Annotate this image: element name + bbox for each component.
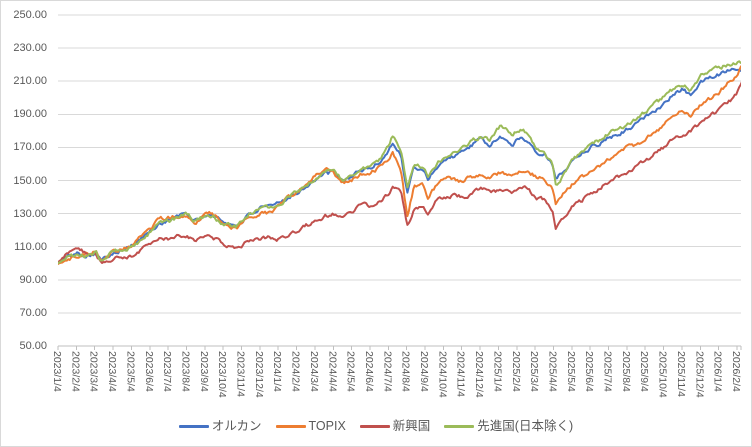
x-tick-label: 2024/4/4: [326, 351, 339, 392]
x-tick-label: 2025/5/4: [564, 351, 577, 392]
y-tick-label: 230.00: [13, 42, 47, 55]
legend-line-swatch: [359, 424, 390, 428]
x-tick-label: 2023/10/4: [216, 351, 229, 398]
x-tick-label: 2023/1/4: [51, 351, 63, 392]
x-tick-label: 2025/8/4: [619, 351, 632, 392]
x-tick-label: 2024/2/4: [289, 351, 302, 392]
x-tick-label: 2023/12/4: [252, 351, 265, 398]
x-tick-label: 2024/7/4: [381, 351, 394, 392]
x-tick-label: 2026/1/4: [711, 351, 724, 392]
x-tick-label: 2025/1/4: [491, 351, 504, 392]
y-tick-label: 190.00: [13, 108, 47, 121]
x-tick-label: 2023/5/4: [124, 351, 137, 392]
x-tick-label: 2025/6/4: [583, 351, 596, 392]
x-tick-label: 2025/3/4: [528, 351, 541, 392]
y-tick-label: 210.00: [13, 75, 47, 88]
y-tick-label: 70.00: [19, 306, 47, 319]
x-tick-label: 2024/3/4: [307, 351, 320, 392]
legend-item-all-country[interactable]: オルカン: [178, 419, 262, 433]
x-tick-label: 2025/9/4: [638, 351, 651, 392]
x-tick-label: 2023/6/4: [142, 351, 155, 392]
legend-item-topix[interactable]: TOPIX: [275, 419, 346, 433]
legend-item-developed[interactable]: 先進国(日本除く): [444, 419, 573, 433]
legend: オルカン TOPIX 新興国 先進国(日本除く): [1, 416, 751, 436]
x-tick-label: 2025/4/4: [546, 351, 559, 392]
legend-label: 新興国: [392, 419, 431, 433]
x-tick-label: 2023/11/4: [234, 351, 247, 397]
x-tick-label: 2025/11/4: [674, 351, 687, 397]
x-tick-label: 2024/8/4: [399, 351, 412, 392]
series-line-emerging[interactable]: [58, 81, 742, 264]
legend-label: 先進国(日本除く): [477, 419, 574, 433]
x-axis-line: [57, 345, 742, 350]
x-tick-label: 2025/10/4: [656, 351, 669, 398]
y-tick-label: 90.00: [19, 273, 47, 286]
x-tick-label: 2023/2/4: [69, 351, 82, 392]
series-line-all-country[interactable]: [58, 67, 742, 265]
x-tick-label: 2023/4/4: [106, 351, 119, 392]
legend-label: オルカン: [211, 419, 262, 433]
legend-label: TOPIX: [308, 419, 346, 433]
x-tick-label: 2023/7/4: [161, 351, 174, 392]
y-tick-label: 110.00: [14, 240, 47, 253]
x-tick-label: 2024/11/4: [454, 351, 467, 397]
series-line-topix[interactable]: [58, 64, 742, 266]
legend-line-swatch: [178, 424, 209, 428]
x-tick-label: 2024/1/4: [271, 351, 284, 392]
x-tick-label: 2025/12/4: [693, 351, 706, 398]
x-tick-label: 2023/8/4: [179, 351, 192, 392]
y-tick-label: 50.00: [19, 340, 47, 352]
legend-line-swatch: [444, 424, 475, 428]
y-tick-label: 150.00: [13, 174, 47, 187]
x-tick-label: 2024/10/4: [436, 351, 449, 398]
y-tick-label: 130.00: [13, 207, 47, 220]
x-tick-label: 2024/12/4: [473, 351, 486, 398]
x-tick-label: 2026/2/4: [729, 351, 742, 392]
x-tick-label: 2024/5/4: [344, 351, 357, 392]
y-tick-label: 250.00: [13, 9, 47, 21]
legend-item-emerging[interactable]: 新興国: [359, 419, 431, 433]
x-tick-label: 2025/2/4: [509, 351, 522, 392]
x-tick-label: 2025/7/4: [601, 351, 614, 392]
legend-line-swatch: [275, 424, 306, 428]
x-tick-label: 2023/9/4: [197, 351, 210, 392]
series-line-developed[interactable]: [58, 60, 742, 265]
x-tick-label: 2024/9/4: [418, 351, 430, 392]
y-tick-label: 170.00: [13, 141, 47, 154]
x-tick-label: 2024/6/4: [362, 351, 375, 392]
x-tick-label: 2023/3/4: [87, 351, 100, 392]
